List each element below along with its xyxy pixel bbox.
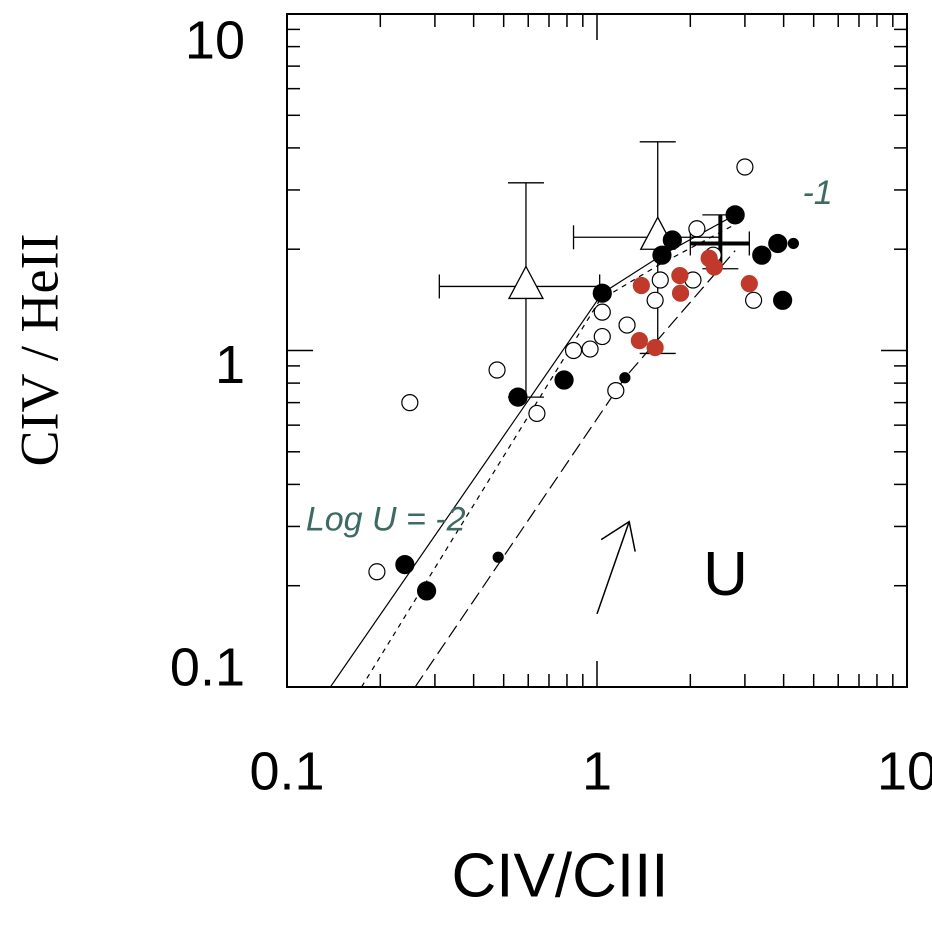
point xyxy=(630,332,648,350)
point xyxy=(768,233,788,254)
point xyxy=(395,555,415,575)
point xyxy=(646,291,664,309)
point xyxy=(492,551,504,563)
point xyxy=(368,563,386,581)
x-tick-label: 10 xyxy=(877,741,932,801)
point xyxy=(652,245,672,265)
point xyxy=(688,220,706,238)
model-line xyxy=(414,250,736,688)
point xyxy=(554,370,574,390)
point xyxy=(632,276,650,295)
annotation: -1 xyxy=(802,174,832,212)
point xyxy=(651,271,669,289)
point xyxy=(646,339,664,357)
point xyxy=(592,283,612,303)
x-tick-label: 0.1 xyxy=(249,741,324,801)
point xyxy=(401,394,419,412)
y-tick-label: 10 xyxy=(185,10,245,70)
point xyxy=(671,284,690,302)
x-tick-label: 1 xyxy=(582,741,612,801)
point xyxy=(416,581,437,601)
point xyxy=(744,291,763,309)
point xyxy=(564,341,583,360)
annotation: U xyxy=(703,540,748,609)
y-axis-label: CIV / HeII xyxy=(9,234,69,467)
point xyxy=(528,404,546,423)
point xyxy=(736,158,754,176)
point xyxy=(607,382,625,400)
point xyxy=(488,361,506,379)
y-tick-label: 0.1 xyxy=(170,637,245,697)
arrow-shaft xyxy=(596,521,630,615)
point xyxy=(752,245,772,265)
point xyxy=(618,316,636,334)
point xyxy=(593,303,611,321)
point xyxy=(705,258,723,276)
point xyxy=(508,387,528,407)
point xyxy=(671,266,689,285)
point xyxy=(725,205,745,225)
point xyxy=(773,290,793,310)
y-tick-label: 1 xyxy=(215,335,245,395)
annotation: Log U = -2 xyxy=(306,501,466,539)
point xyxy=(619,372,631,384)
arrow-head xyxy=(600,520,636,552)
point xyxy=(593,327,611,346)
point xyxy=(662,230,682,250)
x-axis-label: CIV/CIII xyxy=(451,841,668,910)
point xyxy=(787,237,799,250)
point xyxy=(581,340,599,358)
triangle-marker xyxy=(507,265,545,300)
point xyxy=(740,275,758,293)
